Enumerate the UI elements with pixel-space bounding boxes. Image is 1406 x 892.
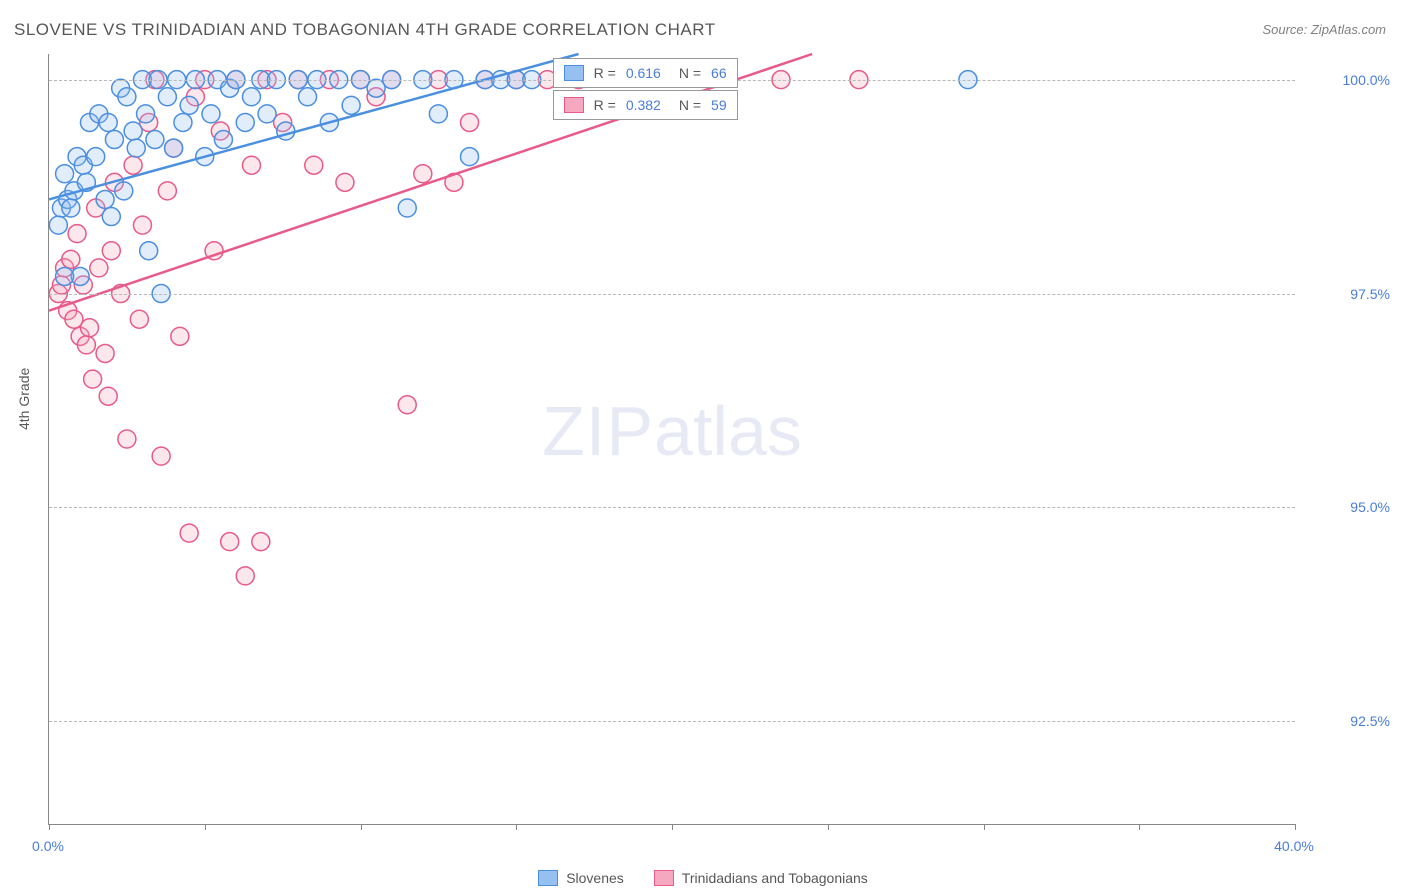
- data-point: [84, 370, 102, 388]
- gridline-h: [49, 507, 1295, 508]
- data-point: [62, 199, 80, 217]
- n-value: 59: [711, 97, 727, 113]
- data-point: [99, 387, 117, 405]
- data-point: [336, 173, 354, 191]
- data-point: [158, 88, 176, 106]
- data-point: [115, 182, 133, 200]
- x-tick-mark: [1139, 824, 1140, 830]
- data-point: [158, 182, 176, 200]
- data-point: [87, 148, 105, 166]
- data-point: [221, 533, 239, 551]
- data-point: [461, 113, 479, 131]
- data-point: [68, 225, 86, 243]
- data-point: [102, 208, 120, 226]
- data-point: [133, 216, 151, 234]
- data-point: [180, 96, 198, 114]
- legend-label-trinidadians: Trinidadians and Tobagonians: [682, 870, 868, 886]
- r-label: R =: [594, 97, 616, 113]
- data-point: [398, 199, 416, 217]
- plot-area: ZIPatlas: [48, 54, 1295, 825]
- data-point: [398, 396, 416, 414]
- data-point: [180, 524, 198, 542]
- r-value: 0.382: [626, 97, 661, 113]
- stat-swatch: [564, 65, 584, 81]
- data-point: [214, 131, 232, 149]
- data-point: [96, 344, 114, 362]
- scatter-svg: [49, 54, 1295, 824]
- swatch-slovenes: [538, 870, 558, 886]
- data-point: [174, 113, 192, 131]
- x-tick-mark: [984, 824, 985, 830]
- chart-title: SLOVENE VS TRINIDADIAN AND TOBAGONIAN 4T…: [14, 20, 716, 40]
- data-point: [124, 156, 142, 174]
- x-tick-mark: [828, 824, 829, 830]
- legend-item-slovenes: Slovenes: [538, 870, 624, 886]
- x-tick-mark: [361, 824, 362, 830]
- stat-box: R = 0.616 N = 66: [553, 58, 738, 88]
- gridline-h: [49, 721, 1295, 722]
- x-tick-label: 40.0%: [1274, 838, 1314, 854]
- data-point: [118, 88, 136, 106]
- data-point: [127, 139, 145, 157]
- data-point: [242, 88, 260, 106]
- y-tick-label: 92.5%: [1350, 713, 1390, 729]
- r-value: 0.616: [626, 65, 661, 81]
- data-point: [130, 310, 148, 328]
- data-point: [202, 105, 220, 123]
- data-point: [140, 242, 158, 260]
- x-tick-label: 0.0%: [32, 838, 64, 854]
- data-point: [102, 242, 120, 260]
- n-label: N =: [679, 97, 701, 113]
- data-point: [252, 533, 270, 551]
- data-point: [242, 156, 260, 174]
- data-point: [90, 259, 108, 277]
- data-point: [124, 122, 142, 140]
- data-point: [299, 88, 317, 106]
- legend-item-trinidadians: Trinidadians and Tobagonians: [654, 870, 868, 886]
- data-point: [236, 567, 254, 585]
- n-label: N =: [679, 65, 701, 81]
- data-point: [49, 216, 67, 234]
- data-point: [56, 165, 74, 183]
- n-value: 66: [711, 65, 727, 81]
- data-point: [62, 250, 80, 268]
- source-label: Source: ZipAtlas.com: [1262, 22, 1386, 37]
- data-point: [414, 165, 432, 183]
- data-point: [137, 105, 155, 123]
- data-point: [165, 139, 183, 157]
- r-label: R =: [594, 65, 616, 81]
- data-point: [77, 336, 95, 354]
- data-point: [342, 96, 360, 114]
- x-tick-mark: [1295, 824, 1296, 830]
- data-point: [171, 327, 189, 345]
- data-point: [258, 105, 276, 123]
- data-point: [236, 113, 254, 131]
- data-point: [118, 430, 136, 448]
- legend-label-slovenes: Slovenes: [566, 870, 624, 886]
- y-tick-label: 100.0%: [1343, 72, 1390, 88]
- x-tick-mark: [205, 824, 206, 830]
- data-point: [152, 447, 170, 465]
- data-point: [99, 113, 117, 131]
- data-point: [305, 156, 323, 174]
- data-point: [96, 190, 114, 208]
- data-point: [429, 105, 447, 123]
- x-tick-mark: [672, 824, 673, 830]
- y-tick-label: 97.5%: [1350, 286, 1390, 302]
- gridline-h: [49, 294, 1295, 295]
- data-point: [80, 319, 98, 337]
- data-point: [105, 131, 123, 149]
- legend-bottom: Slovenes Trinidadians and Tobagonians: [0, 870, 1406, 886]
- data-point: [56, 267, 74, 285]
- data-point: [146, 131, 164, 149]
- x-tick-mark: [49, 824, 50, 830]
- y-axis-label: 4th Grade: [16, 368, 32, 430]
- data-point: [461, 148, 479, 166]
- stat-swatch: [564, 97, 584, 113]
- swatch-trinidadians: [654, 870, 674, 886]
- x-tick-mark: [516, 824, 517, 830]
- stat-box: R = 0.382 N = 59: [553, 90, 738, 120]
- y-tick-label: 95.0%: [1350, 499, 1390, 515]
